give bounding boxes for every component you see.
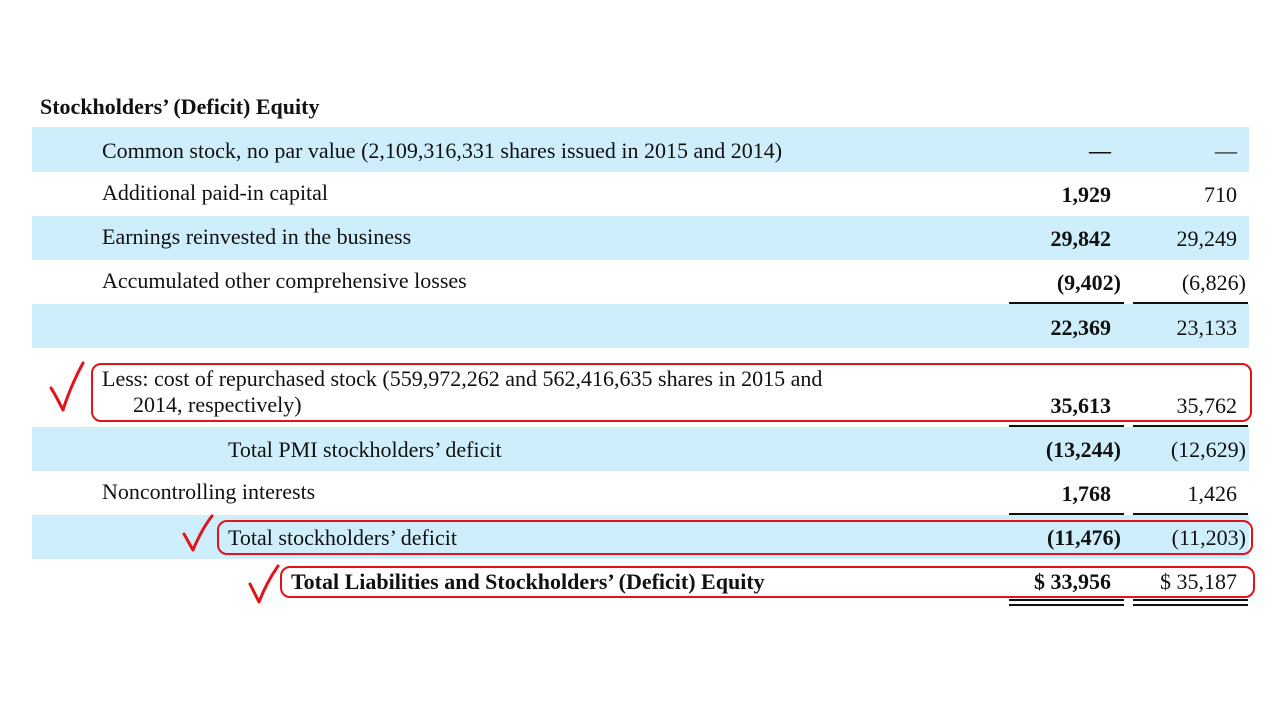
value-2014: $ 35,187 xyxy=(1160,569,1237,594)
annotation-box-total-stockholders-deficit xyxy=(217,520,1253,555)
row-label: Accumulated other comprehensive losses xyxy=(102,268,467,293)
table-row xyxy=(32,304,1249,348)
value-2014: (11,203) xyxy=(1171,525,1246,550)
value-2015: 35,613 xyxy=(1050,393,1112,418)
row-label-line2: 2014, respectively) xyxy=(133,392,302,417)
value-2014: 29,249 xyxy=(1176,226,1238,251)
row-label: Total stockholders’ deficit xyxy=(228,525,457,550)
subtotal-rule xyxy=(1133,302,1248,304)
subtotal-rule xyxy=(1009,302,1124,304)
annotation-box-repurchased-stock xyxy=(91,363,1252,422)
value-2015: 29,842 xyxy=(1050,226,1112,251)
double-rule-top xyxy=(1133,599,1248,601)
table-row xyxy=(32,216,1249,260)
double-rule-bottom xyxy=(1009,604,1124,606)
value-2014: 23,133 xyxy=(1176,315,1238,340)
annotation-box-total-liabilities xyxy=(280,566,1255,598)
value-2014: (6,826) xyxy=(1181,270,1246,295)
subtotal-rule xyxy=(1133,513,1248,515)
table-row xyxy=(32,515,1249,559)
checkmark-icon xyxy=(49,361,85,412)
table-row xyxy=(32,427,1249,471)
value-2015: 22,369 xyxy=(1050,315,1112,340)
double-rule-bottom xyxy=(1133,604,1248,606)
subtotal-rule xyxy=(1009,425,1124,427)
subtotal-rule xyxy=(1133,425,1248,427)
value-2015: 1,929 xyxy=(1061,182,1112,207)
row-label: Earnings reinvested in the business xyxy=(102,224,412,249)
value-2015: — xyxy=(1089,138,1111,163)
value-2014: 1,426 xyxy=(1187,481,1238,506)
checkmark-icon xyxy=(248,564,280,604)
row-label: Additional paid-in capital xyxy=(102,180,329,205)
value-2014: (12,629) xyxy=(1170,437,1246,462)
value-2015: (13,244) xyxy=(1045,437,1121,462)
value-2015: $ 33,956 xyxy=(1034,569,1111,594)
section-title: Stockholders’ (Deficit) Equity xyxy=(40,94,320,119)
value-2015: (11,476) xyxy=(1047,525,1121,550)
value-2014: — xyxy=(1215,138,1237,163)
table-row xyxy=(32,127,1249,172)
row-label: Total PMI stockholders’ deficit xyxy=(228,437,502,462)
value-2014: 35,762 xyxy=(1176,393,1238,418)
row-label: Noncontrolling interests xyxy=(102,479,316,504)
row-label: Common stock, no par value (2,109,316,33… xyxy=(102,138,783,163)
value-2015: 1,768 xyxy=(1061,481,1112,506)
row-label: Total Liabilities and Stockholders’ (Def… xyxy=(291,569,765,594)
row-label-line1: Less: cost of repurchased stock (559,972… xyxy=(102,366,823,391)
double-rule-top xyxy=(1009,599,1124,601)
checkmark-icon xyxy=(182,514,214,552)
value-2015: (9,402) xyxy=(1056,270,1121,295)
subtotal-rule xyxy=(1009,513,1124,515)
value-2014: 710 xyxy=(1204,182,1237,207)
